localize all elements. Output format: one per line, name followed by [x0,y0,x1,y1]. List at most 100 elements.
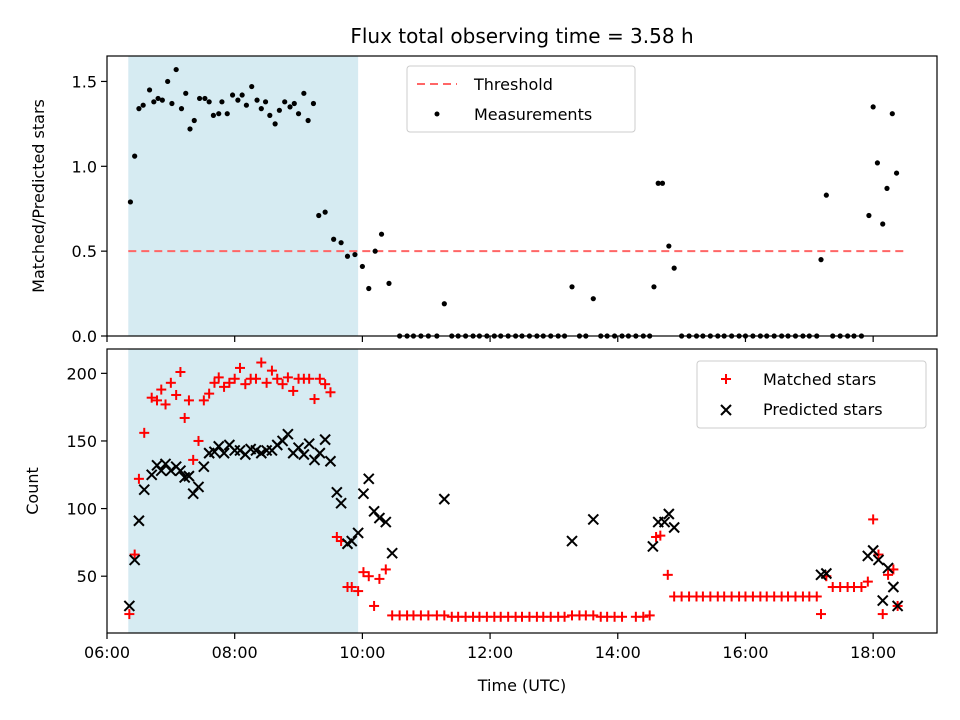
measurement-point [893,170,900,176]
measurement-point [818,257,824,263]
matched-star-point [209,377,220,388]
ratio-y-axis-label: Matched/Predicted stars [29,99,48,293]
measurement-point [216,111,222,117]
measurement-point [301,90,307,96]
matched-star-point [883,569,894,580]
matched-star-point [353,586,364,597]
measurement-point [196,95,203,102]
predicted-star-point [663,508,675,520]
predicted-star-point [882,562,894,574]
observing-window-shade [128,349,359,633]
measurement-point [191,117,197,124]
predicted-star-point [335,497,347,509]
matched-star-point [213,372,224,383]
time-x-axis-label: Time (UTC) [477,676,566,695]
measurement-point [272,121,278,127]
measurement-point [372,248,378,254]
count-chart: 50 100 150 200 06:00 08:00 10:00 12:00 14:00 16:… [23,348,938,695]
predicted-star-point [887,581,900,593]
predicted-star-point [198,460,210,473]
matched-star-point [862,576,873,587]
predicted-star-point [891,600,904,612]
x-tick-label: 16:00 [722,643,768,662]
x-tick-label: 14:00 [595,643,641,662]
matched-star-point [198,395,209,406]
x-tick-label: 06:00 [84,643,130,662]
predicted-star-point [587,513,600,526]
predicted-star-point [352,527,364,539]
matched-star-point [662,569,673,580]
matched-star-point [559,611,570,622]
matched-star-point [363,571,374,582]
measurement-point [235,97,241,103]
matched-star-point [380,564,391,575]
legend-plus-marker [721,374,731,384]
predicted-star-point [324,455,337,467]
measurement-point [282,99,288,105]
matched-stars-points [124,357,903,622]
matched-star-point [325,387,336,398]
x-tick-label: 12:00 [467,643,513,662]
matched-star-point [314,373,325,384]
legend-threshold-label: Threshold [473,75,553,94]
measurement-point [267,112,273,118]
predicted-star-point [138,483,150,496]
predicted-star-point [373,512,386,524]
measurement-point [291,100,297,107]
matched-star-point [183,395,194,406]
predicted-star-point [386,547,398,559]
predicted-star-point [867,544,879,557]
measurement-point [870,104,876,110]
measurement-point [187,126,193,132]
measurement-point [243,102,249,108]
measurement-point [378,231,385,237]
measurement-point [366,285,372,292]
matched-star-point [152,395,163,406]
predicted-star-point [276,435,289,447]
matched-star-point [358,567,369,578]
measurement-point [322,209,328,215]
matched-star-point [588,610,599,621]
matched-star-point [369,600,380,611]
matched-star-point [165,377,176,388]
measurement-point [352,251,358,258]
measurement-point [151,99,157,105]
matched-star-point [346,582,357,593]
matched-star-point [188,454,199,465]
matched-star-point [224,377,235,388]
predicted-star-point [183,470,195,482]
matched-star-point [868,514,879,525]
measurement-point [169,100,175,107]
matched-star-point [193,435,204,446]
legend-matched-label: Matched stars [763,370,876,389]
predicted-star-point [357,487,370,500]
measurement-point [178,106,185,112]
measurement-point [331,236,337,242]
measurement-point [258,106,264,112]
predicted-star-point [368,505,380,517]
predicted-star-point [380,516,392,528]
predicted-star-point [363,473,375,485]
chart-title: Flux total observing time = 3.58 h [350,24,693,48]
measurement-point [202,95,208,102]
matched-star-point [288,385,299,396]
measurement-point [224,111,230,117]
matched-star-point [235,362,246,373]
measurement-point [136,106,142,112]
measurement-point [659,180,666,186]
predicted-star-point [187,487,199,500]
predicted-star-point [308,454,321,466]
predicted-star-point [319,433,331,446]
measurement-point [295,111,302,117]
legend-measurement-swatch [434,111,440,117]
matched-star-point [250,373,261,384]
measurement-point [880,221,886,227]
measurement-point [132,153,138,159]
matched-star-point [139,427,150,438]
measurement-point [127,199,134,205]
y-tick-label: 100 [66,500,97,519]
measurement-point [183,90,189,96]
legend-predicted-label: Predicted stars [763,400,883,419]
measurement-point [173,66,179,73]
